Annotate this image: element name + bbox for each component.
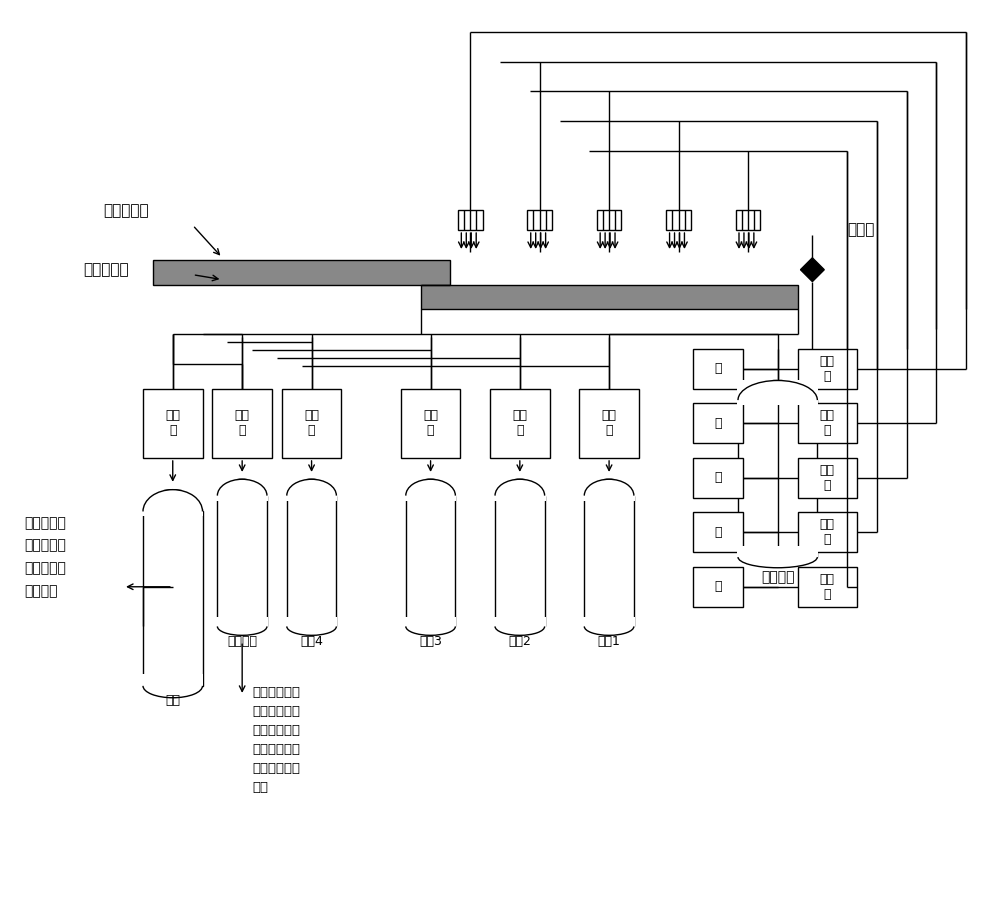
Text: 过滤
器: 过滤 器 bbox=[304, 410, 319, 438]
Bar bbox=[597, 211, 621, 230]
Bar bbox=[421, 284, 798, 310]
Bar bbox=[217, 496, 267, 627]
Bar bbox=[401, 389, 460, 458]
Bar bbox=[490, 389, 550, 458]
Bar bbox=[494, 617, 546, 631]
Text: 过滤
器: 过滤 器 bbox=[423, 410, 438, 438]
Text: 换热
器: 换热 器 bbox=[820, 573, 835, 601]
Bar bbox=[495, 496, 545, 627]
Bar bbox=[406, 496, 455, 627]
Text: 稀酸2: 稀酸2 bbox=[508, 635, 531, 647]
Bar bbox=[583, 617, 635, 631]
Bar bbox=[693, 567, 743, 607]
Bar bbox=[693, 349, 743, 389]
Polygon shape bbox=[800, 258, 824, 281]
Text: 过滤
器: 过滤 器 bbox=[602, 410, 617, 438]
Bar bbox=[579, 389, 639, 458]
Text: 稀酸1: 稀酸1 bbox=[598, 635, 621, 647]
Bar bbox=[737, 547, 818, 562]
Bar bbox=[798, 512, 857, 552]
Text: 酸棉混合物: 酸棉混合物 bbox=[103, 202, 149, 218]
Bar bbox=[738, 400, 817, 557]
Bar bbox=[798, 567, 857, 607]
Bar bbox=[583, 479, 635, 500]
Text: 泵: 泵 bbox=[714, 526, 722, 538]
Bar bbox=[584, 496, 634, 627]
Bar bbox=[216, 617, 268, 631]
Text: 高浓度废酸
循环用于供
硝化反应的
混酸配制: 高浓度废酸 循环用于供 硝化反应的 混酸配制 bbox=[24, 516, 66, 598]
Bar bbox=[405, 617, 456, 631]
Bar bbox=[737, 380, 818, 405]
Text: 过滤
器: 过滤 器 bbox=[235, 410, 250, 438]
Bar bbox=[282, 389, 341, 458]
Bar bbox=[736, 211, 760, 230]
Text: 洗涤废酸: 洗涤废酸 bbox=[227, 635, 257, 647]
Bar bbox=[693, 403, 743, 443]
Bar bbox=[212, 389, 272, 458]
Bar bbox=[798, 403, 857, 443]
Bar bbox=[494, 479, 546, 500]
Text: 过滤
器: 过滤 器 bbox=[165, 410, 180, 438]
Bar bbox=[142, 489, 203, 517]
Bar bbox=[287, 496, 336, 627]
Bar bbox=[666, 211, 691, 230]
Text: 离心机筛板: 离心机筛板 bbox=[84, 262, 129, 277]
Bar bbox=[142, 674, 203, 691]
Bar bbox=[216, 479, 268, 500]
Bar bbox=[693, 458, 743, 498]
Text: 换热
器: 换热 器 bbox=[820, 410, 835, 438]
Text: 废酸: 废酸 bbox=[165, 695, 180, 707]
Text: 换热
器: 换热 器 bbox=[820, 464, 835, 492]
Bar bbox=[798, 458, 857, 498]
Text: 泵: 泵 bbox=[714, 580, 722, 593]
Bar bbox=[693, 512, 743, 552]
Text: 换热
器: 换热 器 bbox=[820, 355, 835, 383]
Bar bbox=[153, 260, 450, 284]
Text: 稀酸4: 稀酸4 bbox=[300, 635, 323, 647]
Bar bbox=[286, 479, 337, 500]
Bar bbox=[286, 617, 337, 631]
Text: 洗涤废酸送废
酸处理硝酸、
硫酸分离提浓
后回用于混酸
配制时所需原
料酸: 洗涤废酸送废 酸处理硝酸、 硫酸分离提浓 后回用于混酸 配制时所需原 料酸 bbox=[252, 686, 300, 794]
Bar bbox=[798, 349, 857, 389]
Text: 过滤
器: 过滤 器 bbox=[512, 410, 527, 438]
Bar bbox=[405, 479, 456, 500]
Text: 稀酸3: 稀酸3 bbox=[419, 635, 442, 647]
Bar bbox=[143, 511, 202, 686]
Text: 置换水槽: 置换水槽 bbox=[761, 570, 794, 584]
Text: 泵: 泵 bbox=[714, 362, 722, 375]
Text: 换热
器: 换热 器 bbox=[820, 518, 835, 547]
Bar bbox=[143, 389, 202, 458]
Text: 泵: 泵 bbox=[714, 417, 722, 429]
Bar bbox=[458, 211, 483, 230]
Text: 泵: 泵 bbox=[714, 471, 722, 484]
Text: 自来水: 自来水 bbox=[847, 222, 874, 238]
Bar bbox=[527, 211, 552, 230]
